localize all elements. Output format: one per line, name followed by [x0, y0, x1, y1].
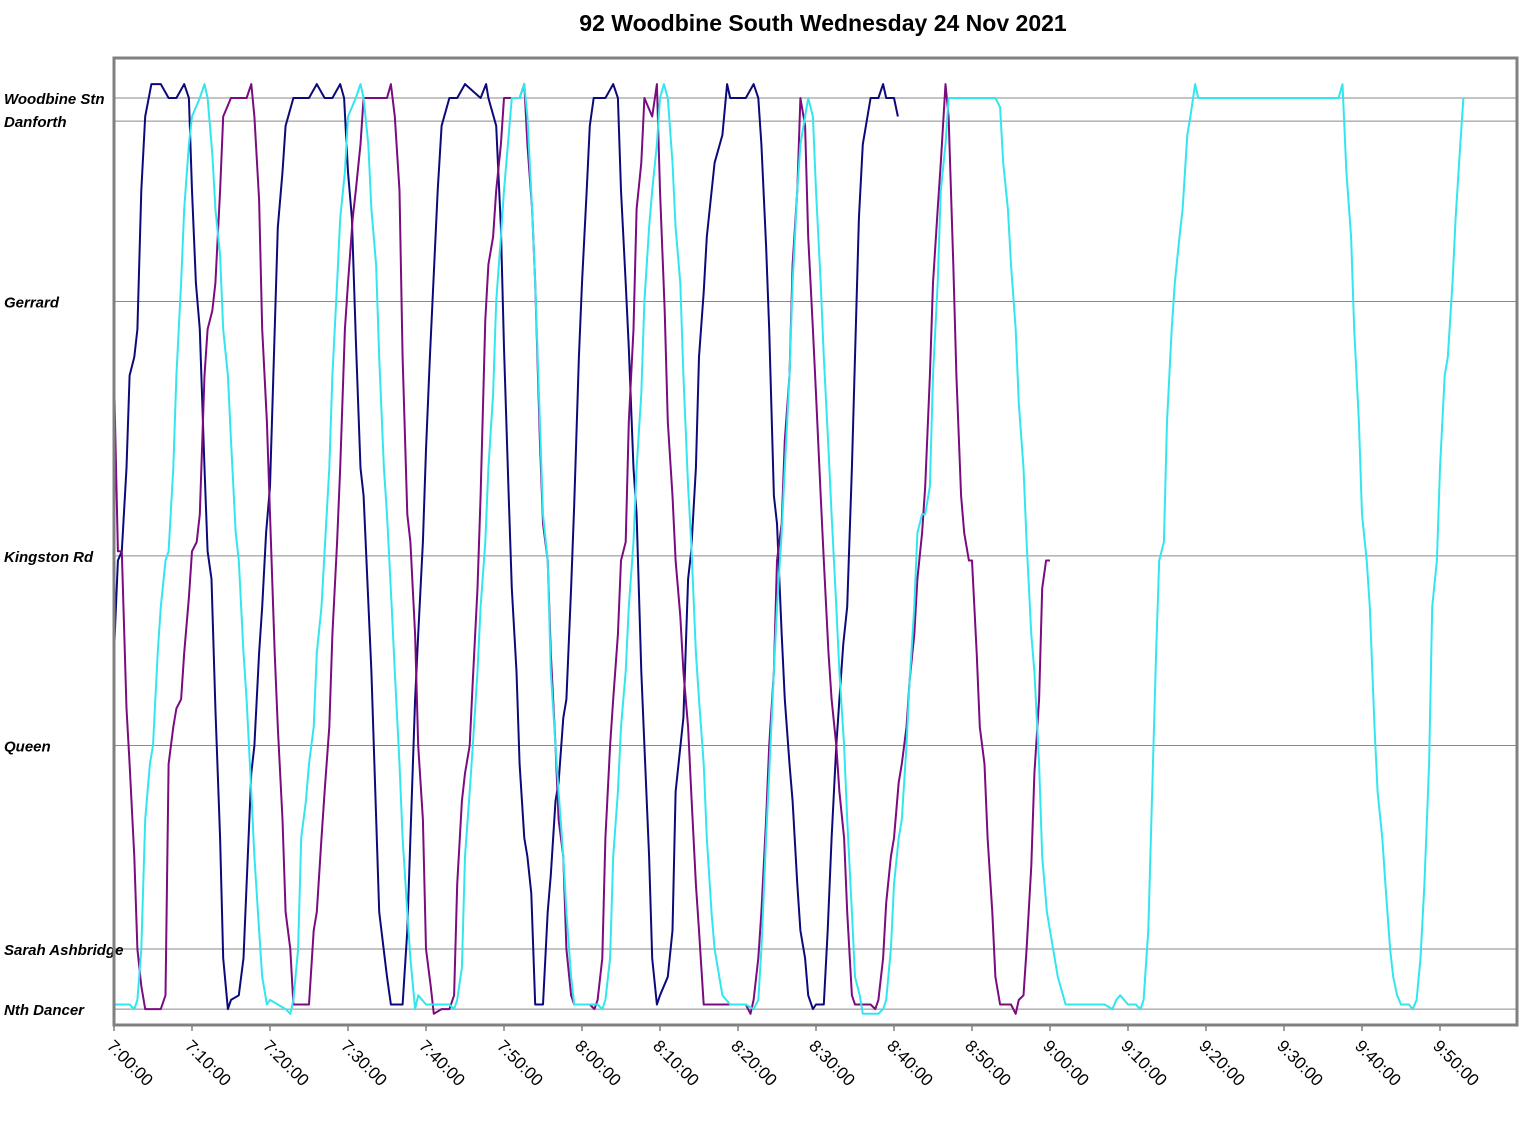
x-tick-label: 9:40:00 [1351, 1036, 1405, 1090]
stop-label: Sarah Ashbridge [4, 942, 123, 959]
x-tick-label: 9:20:00 [1195, 1036, 1249, 1090]
stop-label: Danforth [4, 114, 67, 131]
x-tick-label: 7:00:00 [103, 1036, 157, 1090]
x-tick-label: 9:50:00 [1429, 1036, 1483, 1090]
series-layer [113, 83, 1465, 1015]
x-tick-label: 8:20:00 [727, 1036, 781, 1090]
x-tick-label: 8:40:00 [883, 1036, 937, 1090]
x-tick-label: 8:30:00 [805, 1036, 859, 1090]
stop-label: Queen [4, 739, 51, 756]
plot-frame [112, 56, 1519, 1027]
stop-label: Woodbine Stn [4, 91, 105, 108]
x-tick-label: 8:10:00 [649, 1036, 703, 1090]
series-line-3 [114, 83, 1465, 1015]
x-tick-label: 9:10:00 [1117, 1036, 1171, 1090]
chart-title: 92 Woodbine South Wednesday 24 Nov 2021 [579, 10, 1067, 36]
tick-layer: 7:00:00 7:10:00 7:20:00 7:30:00 7:40:00 7:50:… [103, 1025, 1483, 1090]
x-tick-label: 7:40:00 [415, 1036, 469, 1090]
stop-layer: Woodbine Stn Danforth Gerrard Kingston Rd Qu… [4, 91, 1517, 1019]
series-line-1 [113, 83, 899, 1011]
x-tick-label: 7:20:00 [259, 1036, 313, 1090]
x-tick-label: 7:50:00 [493, 1036, 547, 1090]
x-tick-label: 7:30:00 [337, 1036, 391, 1090]
x-tick-label: 8:00:00 [571, 1036, 625, 1090]
x-tick-label: 9:00:00 [1039, 1036, 1093, 1090]
x-tick-label: 9:30:00 [1273, 1036, 1327, 1090]
series-line-2 [113, 83, 1050, 1015]
stop-label: Gerrard [4, 295, 60, 312]
x-tick-label: 8:50:00 [961, 1036, 1015, 1090]
stop-label: Nth Dancer [4, 1002, 85, 1019]
stop-label: Kingston Rd [4, 549, 94, 566]
x-tick-label: 7:10:00 [181, 1036, 235, 1090]
